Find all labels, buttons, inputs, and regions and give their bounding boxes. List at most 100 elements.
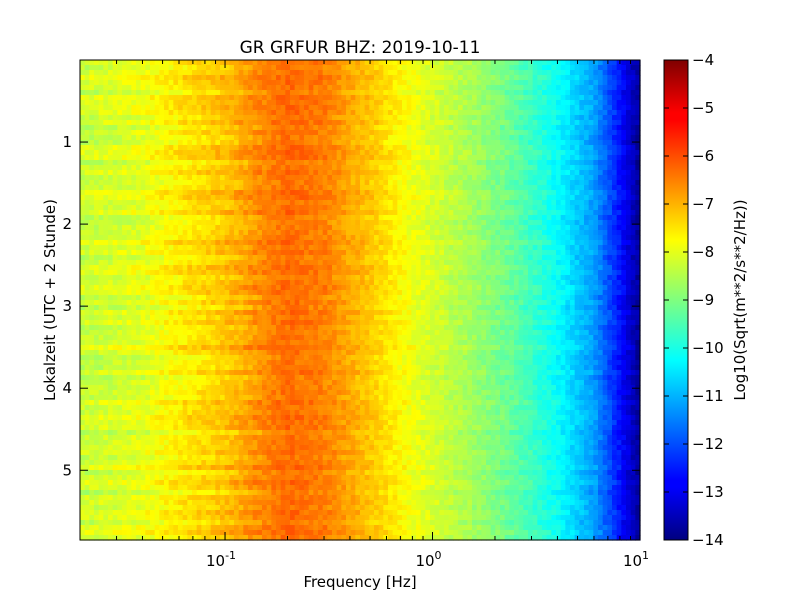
- heatmap-cell: [425, 200, 431, 206]
- heatmap-cell: [523, 110, 529, 116]
- heatmap-cell: [168, 125, 174, 131]
- heatmap-cell: [103, 105, 109, 111]
- heatmap-cell: [308, 195, 314, 201]
- heatmap-cell: [579, 125, 585, 131]
- heatmap-cell: [336, 145, 342, 151]
- heatmap-cell: [164, 265, 170, 271]
- heatmap-cell: [145, 205, 151, 211]
- heatmap-cell: [588, 135, 594, 141]
- heatmap-cell: [327, 220, 333, 226]
- heatmap-cell: [140, 70, 146, 76]
- heatmap-cell: [252, 200, 258, 206]
- heatmap-cell: [556, 170, 562, 176]
- heatmap-cell: [266, 100, 272, 106]
- heatmap-cell: [196, 65, 202, 71]
- heatmap-cell: [593, 215, 599, 221]
- heatmap-cell: [308, 205, 314, 211]
- heatmap-cell: [542, 180, 548, 186]
- heatmap-cell: [472, 220, 478, 226]
- heatmap-cell: [140, 90, 146, 96]
- heatmap-cell: [322, 85, 328, 91]
- heatmap-cell: [168, 245, 174, 251]
- heatmap-cell: [607, 175, 613, 181]
- heatmap-cell: [229, 135, 235, 141]
- heatmap-cell: [420, 120, 426, 126]
- heatmap-cell: [271, 155, 277, 161]
- heatmap-cell: [556, 245, 562, 251]
- heatmap-cell: [439, 120, 445, 126]
- heatmap-cell: [602, 80, 608, 86]
- heatmap-cell: [271, 205, 277, 211]
- heatmap-cell: [294, 160, 300, 166]
- heatmap-cell: [252, 265, 258, 271]
- heatmap-cell: [98, 200, 104, 206]
- heatmap-cell: [271, 130, 277, 136]
- heatmap-cell: [397, 90, 403, 96]
- heatmap-cell: [346, 210, 352, 216]
- heatmap-cell: [626, 230, 632, 236]
- heatmap-cell: [178, 180, 184, 186]
- heatmap-cell: [215, 95, 221, 101]
- heatmap-cell: [145, 220, 151, 226]
- heatmap-cell: [122, 90, 128, 96]
- heatmap-cell: [392, 190, 398, 196]
- heatmap-cell: [565, 125, 571, 131]
- heatmap-cell: [266, 225, 272, 231]
- heatmap-cell: [318, 155, 324, 161]
- heatmap-cell: [364, 170, 370, 176]
- heatmap-cell: [565, 245, 571, 251]
- heatmap-cell: [616, 65, 622, 71]
- heatmap-cell: [98, 125, 104, 131]
- heatmap-cell: [80, 200, 86, 206]
- heatmap-cell: [467, 185, 473, 191]
- heatmap-cell: [108, 165, 114, 171]
- heatmap-cell: [616, 245, 622, 251]
- heatmap-cell: [266, 195, 272, 201]
- heatmap-cell: [98, 110, 104, 116]
- heatmap-cell: [182, 220, 188, 226]
- heatmap-cell: [626, 70, 632, 76]
- heatmap-cell: [369, 235, 375, 241]
- heatmap-cell: [416, 155, 422, 161]
- heatmap-cell: [182, 230, 188, 236]
- heatmap-cell: [262, 200, 268, 206]
- heatmap-cell: [350, 75, 356, 81]
- heatmap-cell: [136, 75, 142, 81]
- heatmap-cell: [607, 165, 613, 171]
- heatmap-cell: [439, 185, 445, 191]
- heatmap-cell: [579, 115, 585, 121]
- heatmap-cell: [126, 150, 132, 156]
- heatmap-cell: [593, 90, 599, 96]
- heatmap-cell: [416, 115, 422, 121]
- heatmap-cell: [238, 115, 244, 121]
- heatmap-cell: [89, 240, 95, 246]
- heatmap-cell: [406, 205, 412, 211]
- heatmap-cell: [504, 215, 510, 221]
- heatmap-cell: [262, 170, 268, 176]
- heatmap-cell: [383, 190, 389, 196]
- heatmap-cell: [336, 130, 342, 136]
- heatmap-cell: [341, 80, 347, 86]
- heatmap-cell: [509, 65, 515, 71]
- heatmap-cell: [556, 185, 562, 191]
- heatmap-cell: [612, 215, 618, 221]
- heatmap-cell: [574, 100, 580, 106]
- heatmap-cell: [355, 265, 361, 271]
- heatmap-cell: [626, 190, 632, 196]
- heatmap-cell: [378, 160, 384, 166]
- heatmap-cell: [565, 235, 571, 241]
- heatmap-cell: [192, 170, 198, 176]
- heatmap-cell: [201, 240, 207, 246]
- heatmap-cell: [154, 220, 160, 226]
- heatmap-cell: [336, 135, 342, 141]
- heatmap-cell: [420, 255, 426, 261]
- heatmap-cell: [607, 115, 613, 121]
- heatmap-cell: [220, 210, 226, 216]
- heatmap-cell: [159, 255, 165, 261]
- heatmap-cell: [304, 95, 310, 101]
- heatmap-cell: [234, 95, 240, 101]
- heatmap-cell: [341, 250, 347, 256]
- heatmap-cell: [602, 95, 608, 101]
- heatmap-cell: [364, 260, 370, 266]
- heatmap-cell: [350, 140, 356, 146]
